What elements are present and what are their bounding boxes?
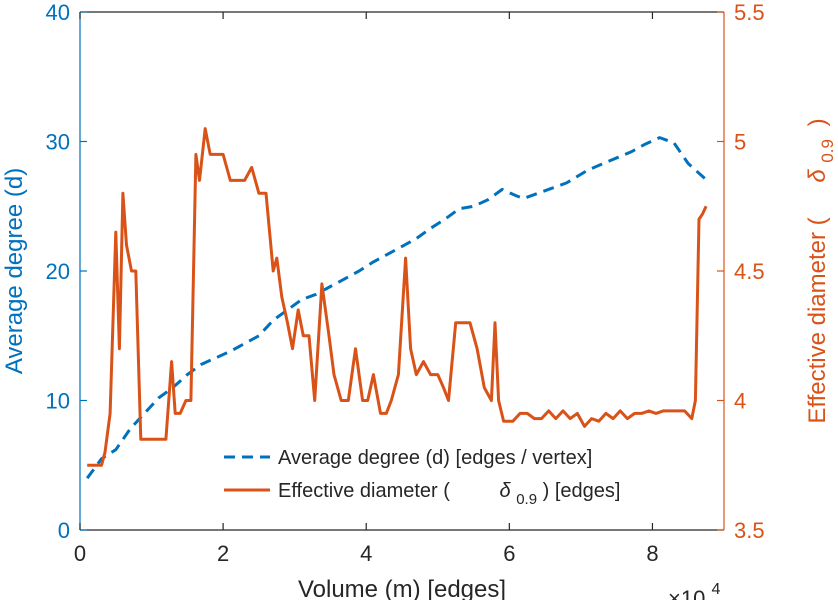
effective-diameter-line [87, 127, 708, 467]
x-exponent-base: ×10 [668, 586, 705, 600]
average-degree-line [85, 136, 711, 480]
x-axis-exponent-label: ×10 4 [668, 581, 720, 600]
right-axis-title-main: Effective diameter ( [804, 217, 831, 423]
x-axis-ticks: 0 2 4 6 8 [74, 12, 659, 566]
legend-delta-subscript: 0.9 [516, 491, 537, 508]
left-axis-title: Average degree (d) [1, 168, 28, 374]
right-axis-title-close: ) [804, 118, 831, 126]
x-tick-label: 8 [646, 541, 658, 566]
legend-label-effective-diameter: Effective diameter ( δ 0.9 ) [edges] [278, 480, 620, 509]
series-layer [85, 127, 711, 480]
legend-text-after: ) [edges] [543, 480, 621, 502]
legend-label-average-degree: Average degree (d) [edges / vertex] [278, 447, 592, 469]
right-axis-title-symbol: δ [804, 169, 831, 183]
left-axis-ticks: 0 10 20 30 40 [46, 0, 87, 543]
left-tick-label: 20 [46, 259, 70, 284]
x-axis-title: Volume (m) [edges] [298, 576, 506, 600]
x-exponent-power: 4 [711, 581, 720, 598]
x-tick-label: 4 [360, 541, 372, 566]
right-tick-label: 4.5 [734, 259, 765, 284]
right-tick-label: 4 [734, 389, 746, 414]
legend-text-before: Effective diameter ( [278, 480, 450, 502]
x-tick-label: 0 [74, 541, 86, 566]
x-tick-label: 6 [503, 541, 515, 566]
left-tick-label: 0 [58, 518, 70, 543]
legend: Average degree (d) [edges / vertex] Effe… [224, 447, 620, 509]
right-axis-ticks: 3.5 4 4.5 5 5.5 [717, 0, 765, 543]
right-tick-label: 5 [734, 130, 746, 155]
x-tick-label: 2 [217, 541, 229, 566]
right-tick-label: 5.5 [734, 0, 765, 25]
left-tick-label: 10 [46, 389, 70, 414]
legend-delta-symbol: δ [500, 480, 512, 502]
right-axis-title: Effective diameter ( δ 0.9 ) [804, 118, 838, 423]
left-tick-label: 40 [46, 0, 70, 25]
left-tick-label: 30 [46, 130, 70, 155]
right-tick-label: 3.5 [734, 518, 765, 543]
right-axis-title-subscript: 0.9 [818, 139, 837, 163]
